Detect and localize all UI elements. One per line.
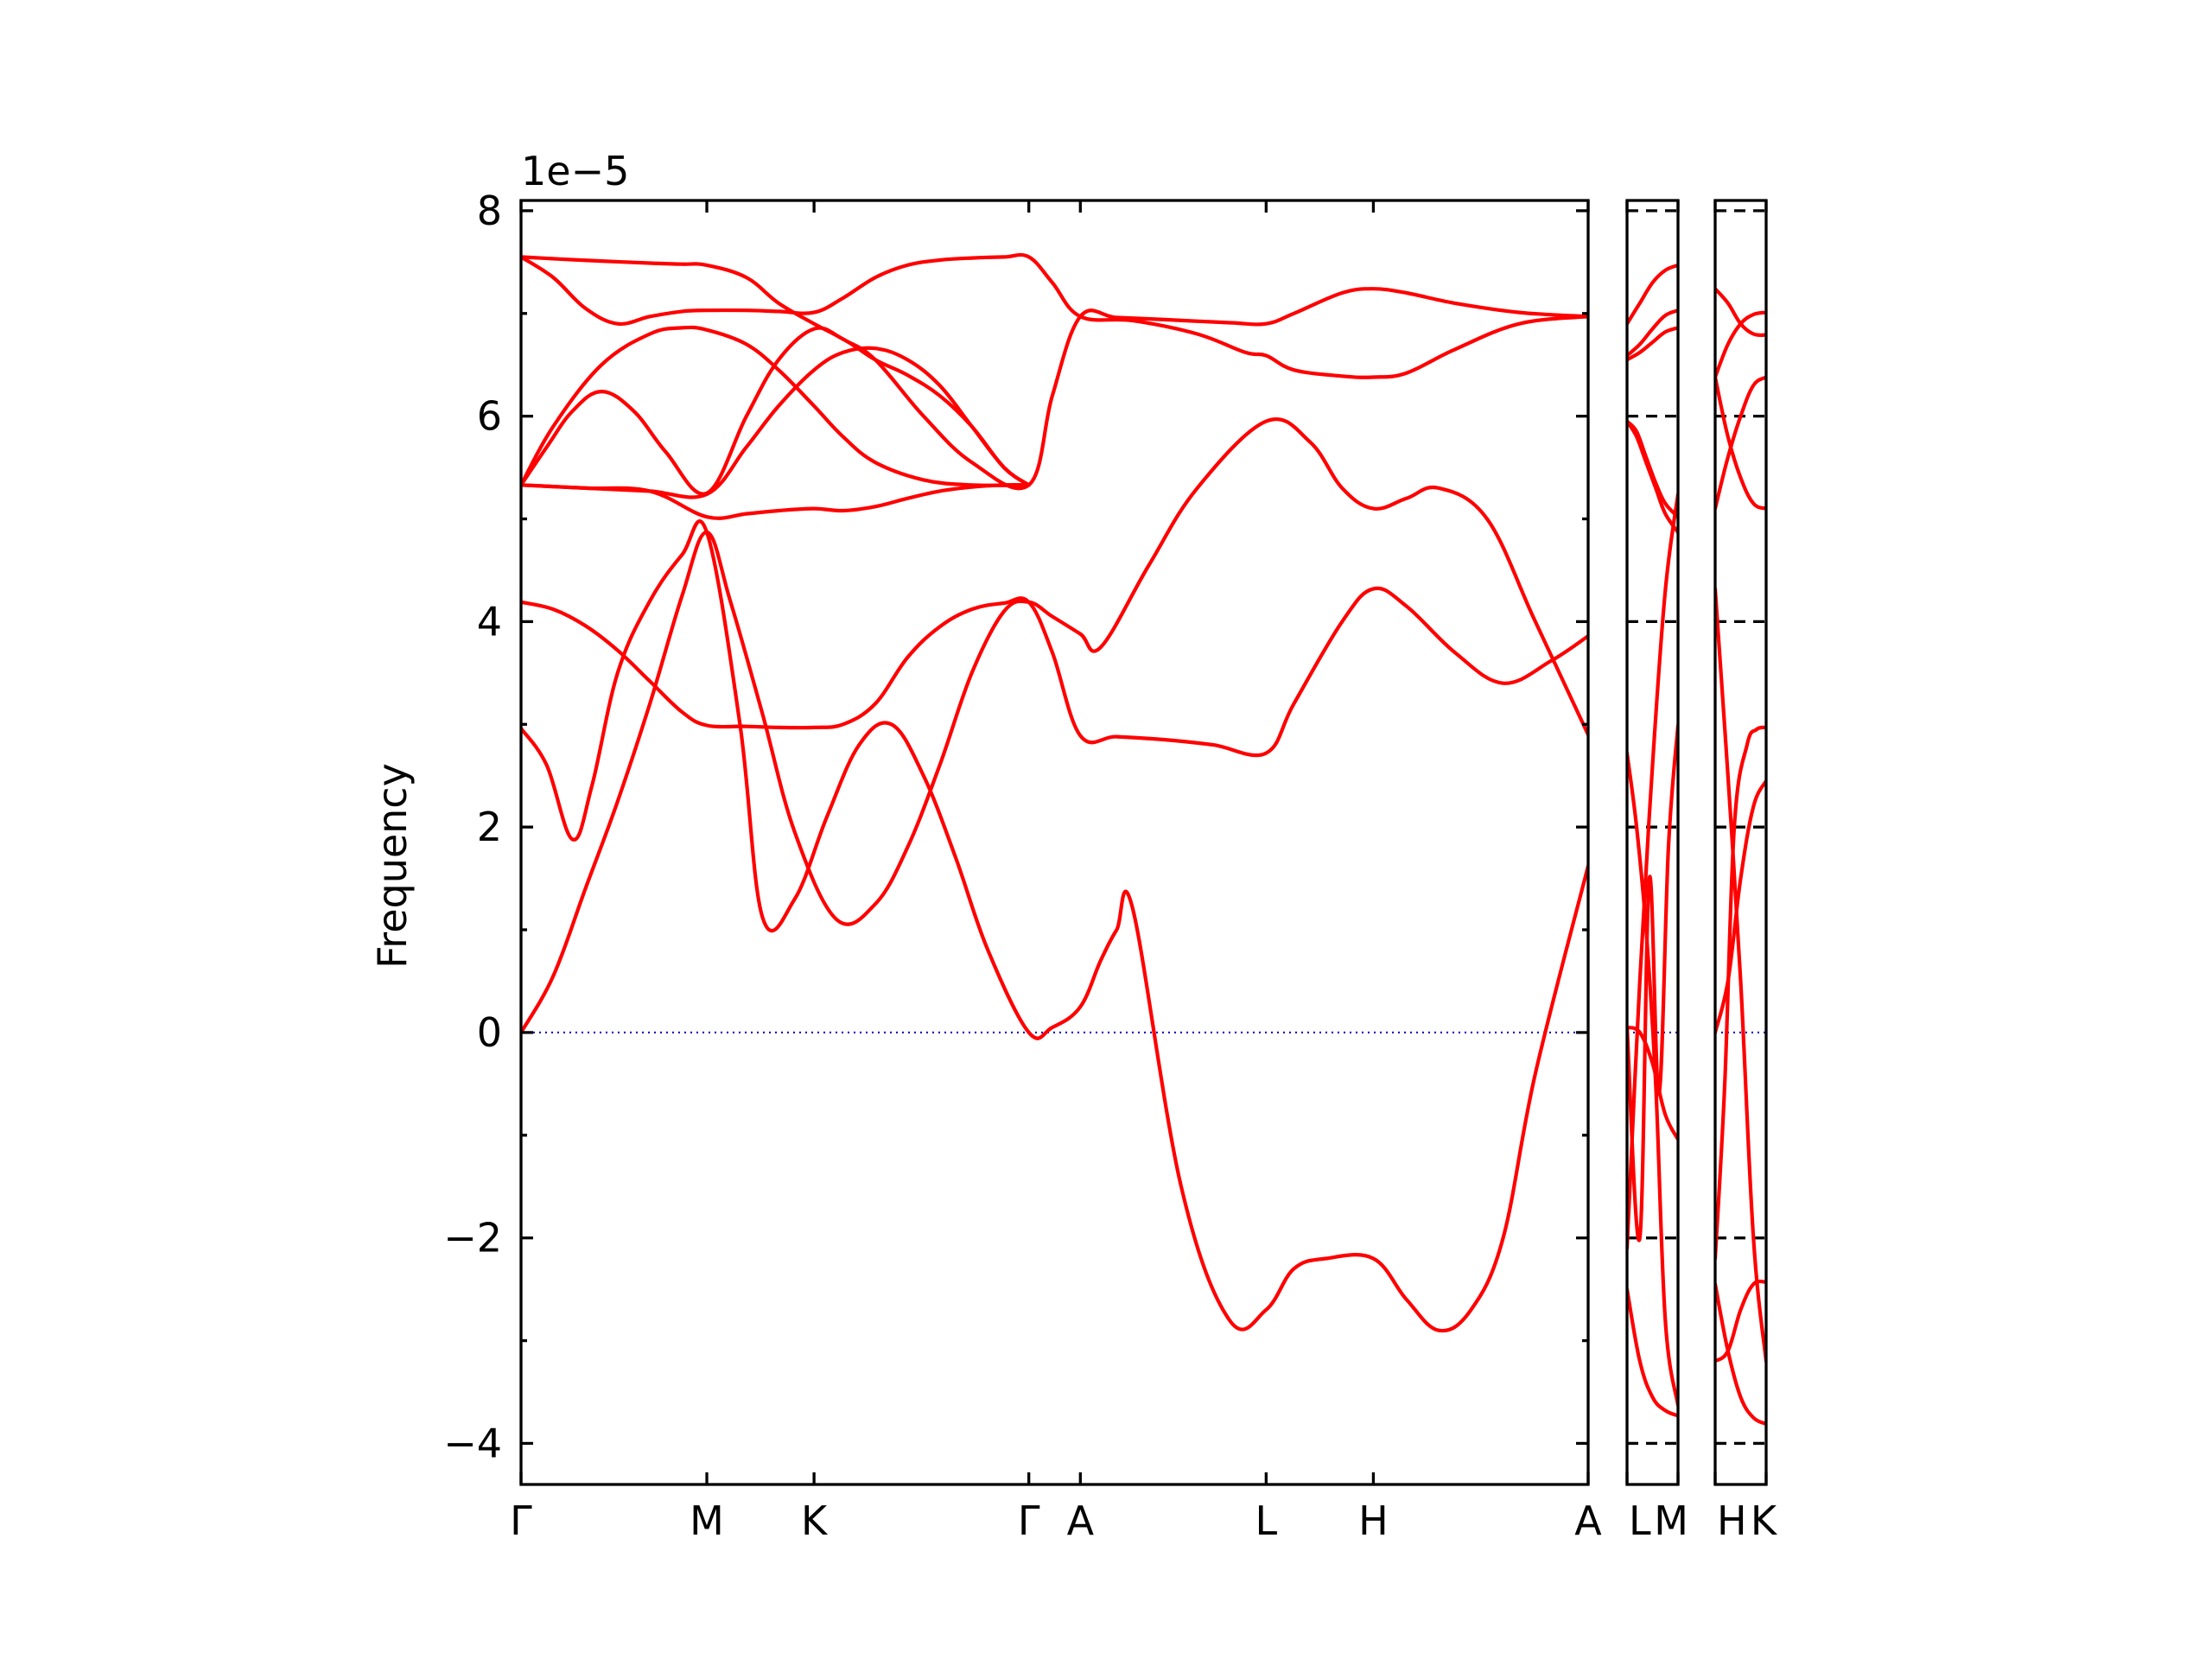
panel-frame (519, 199, 1590, 1486)
band-line (1715, 1282, 1766, 1426)
bands-H-K (1715, 287, 1766, 1426)
x-tick-label: H (1358, 1497, 1389, 1544)
y-tick-label: 6 (477, 393, 502, 440)
band-line (521, 417, 1588, 1034)
y-tick-label: −2 (443, 1215, 502, 1262)
band-line (521, 255, 1588, 491)
x-tick-label: K (1751, 1497, 1778, 1544)
band-line (1715, 375, 1766, 511)
band-line (1627, 492, 1678, 1250)
band-line (1627, 723, 1678, 1243)
band-line (1715, 310, 1766, 379)
y-tick-label: 0 (477, 1009, 502, 1056)
x-tick-label: L (1255, 1497, 1278, 1544)
band-line (1627, 263, 1678, 326)
x-tick-label: M (1654, 1497, 1688, 1544)
y-axis-label: Frequency (369, 763, 416, 969)
band-line (521, 586, 1588, 758)
bands-main (521, 252, 1588, 1333)
band-line (1715, 587, 1766, 1363)
x-tick-label: Γ (1018, 1497, 1040, 1544)
band-line (521, 483, 1031, 520)
band-line (521, 326, 1031, 496)
band-line (1627, 1287, 1678, 1418)
x-tick-label: A (1067, 1497, 1095, 1544)
y-tick-label: −4 (443, 1420, 502, 1466)
band-line (1715, 375, 1766, 511)
band-line (521, 252, 1588, 379)
y-tick-label: 2 (477, 804, 502, 850)
bands-L-M (1627, 263, 1678, 1418)
x-tick-label: H (1717, 1497, 1747, 1544)
band-line (1627, 1025, 1678, 1141)
band-line (521, 519, 1588, 1333)
x-tick-label: A (1574, 1497, 1602, 1544)
y-tick-label: 4 (477, 598, 502, 645)
band-line (1627, 751, 1678, 1408)
band-line (1627, 308, 1678, 358)
band-line (1715, 779, 1766, 1034)
x-tick-label: Γ (510, 1497, 532, 1544)
panel-frame (1625, 199, 1680, 1486)
band-line (1715, 725, 1766, 1261)
x-tick-label: L (1629, 1497, 1651, 1544)
y-multiplier-label: 1e−5 (521, 148, 629, 194)
y-tick-label: 8 (477, 188, 502, 234)
panel-frame (1713, 199, 1768, 1486)
band-line (1627, 419, 1678, 535)
band-line (521, 325, 1031, 487)
x-tick-label: K (801, 1497, 829, 1544)
band-line (1627, 326, 1678, 362)
band-line (1715, 1279, 1766, 1363)
x-tick-label: M (690, 1497, 724, 1544)
